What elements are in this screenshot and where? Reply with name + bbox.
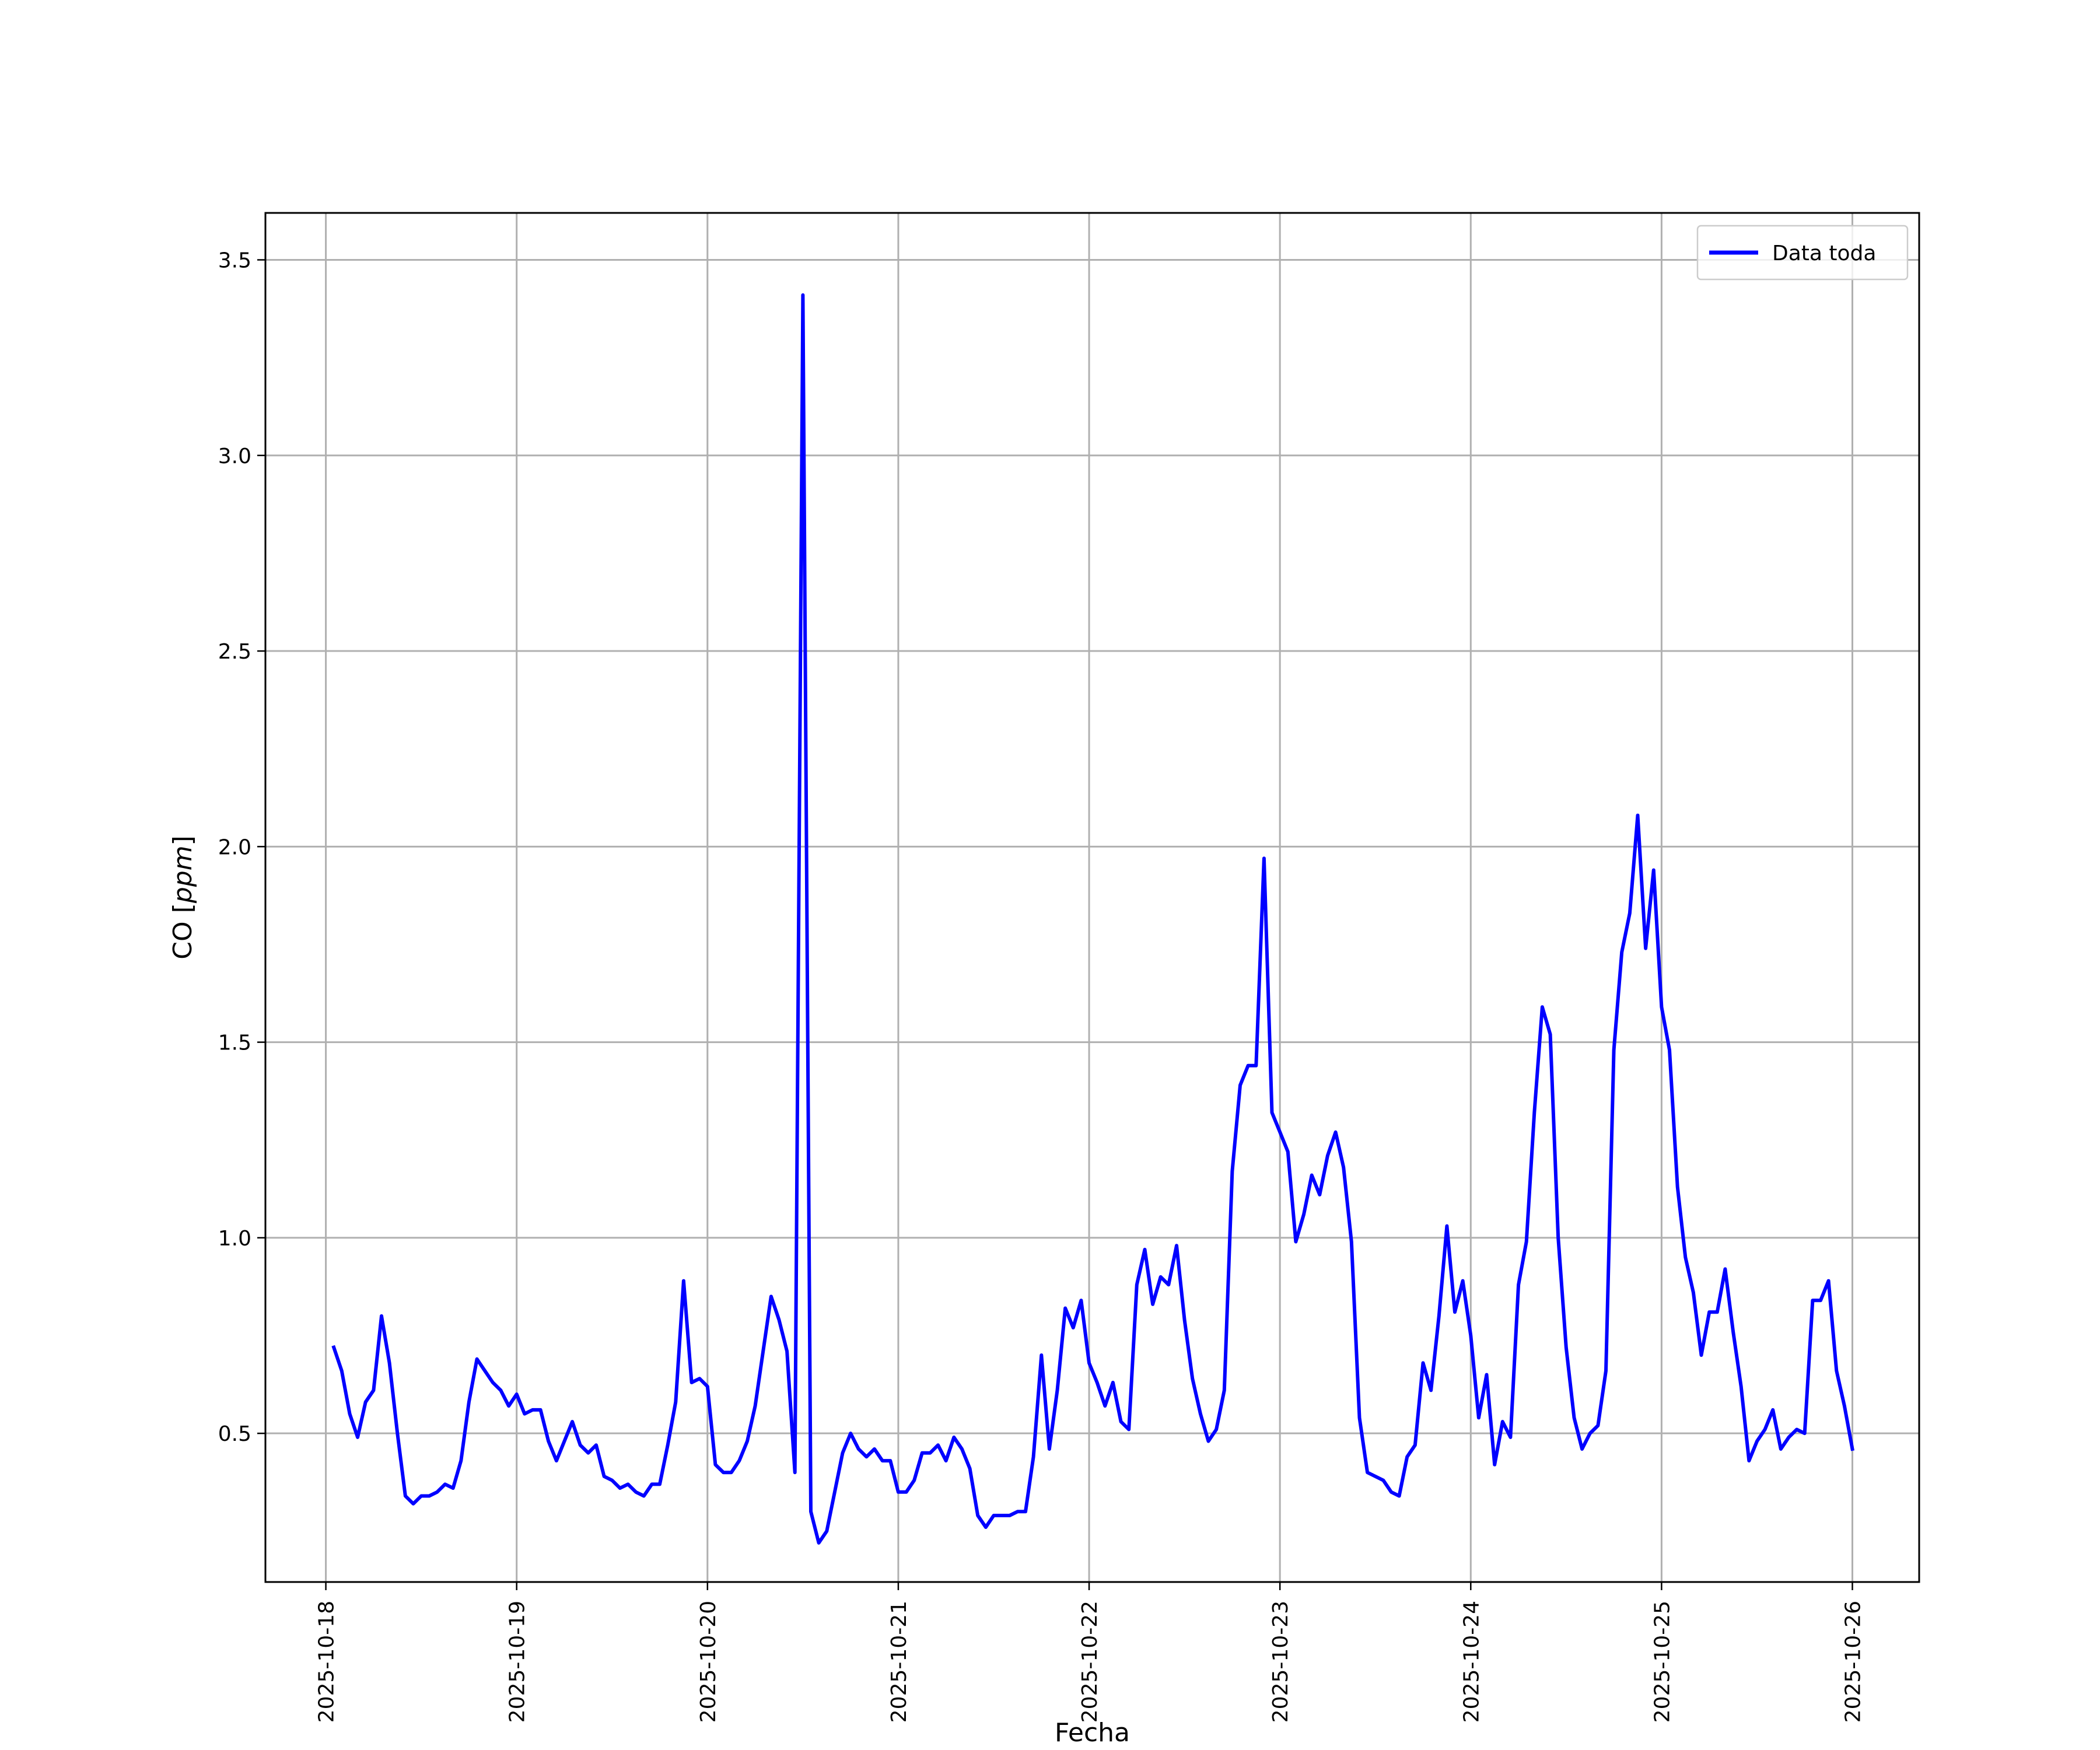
x-tick-label: 2025-10-22 (1078, 1601, 1102, 1723)
grid (265, 213, 1919, 1582)
y-tick-label: 2.5 (218, 640, 251, 664)
x-tick-label: 2025-10-23 (1269, 1601, 1293, 1723)
x-tick-label: 2025-10-25 (1650, 1601, 1674, 1723)
y-tick-label: 0.5 (218, 1422, 251, 1446)
y-axis-label-unit: ppm (168, 845, 198, 904)
y-tick-label: 1.5 (218, 1031, 251, 1055)
y-axis-label-open-bracket: [ (168, 903, 198, 913)
x-tick-label: 2025-10-26 (1842, 1601, 1866, 1723)
y-tick-label: 3.5 (218, 249, 251, 272)
x-tick-label: 2025-10-20 (696, 1601, 720, 1723)
y-axis-label-main: CO (168, 921, 198, 959)
x-tick-label: 2025-10-18 (315, 1601, 339, 1723)
y-axis-label-close-bracket: ] (168, 835, 198, 845)
series-line-data-toda (331, 293, 1854, 1545)
legend-box (1696, 225, 1909, 281)
x-tick-label: 2025-10-21 (887, 1601, 911, 1723)
y-tick-label: 2.0 (218, 835, 251, 859)
legend: Data toda (1696, 225, 1909, 281)
y-tick-label: 3.0 (218, 444, 251, 468)
y-axis-label: CO [ppm] (168, 835, 198, 959)
x-tick-label: 2025-10-24 (1460, 1601, 1483, 1723)
legend-label-data-toda: Data toda (1772, 242, 1876, 265)
ticks: 2025-10-18 2025-10-19 2025-10-20 2025-10-21… (218, 249, 1866, 1723)
y-tick-label: 1.0 (218, 1227, 251, 1251)
x-tick-label: 2025-10-19 (506, 1601, 530, 1723)
x-axis-label: Fecha (1055, 1718, 1130, 1748)
plot-frame (264, 212, 1920, 1583)
series-layer (331, 293, 1854, 1545)
